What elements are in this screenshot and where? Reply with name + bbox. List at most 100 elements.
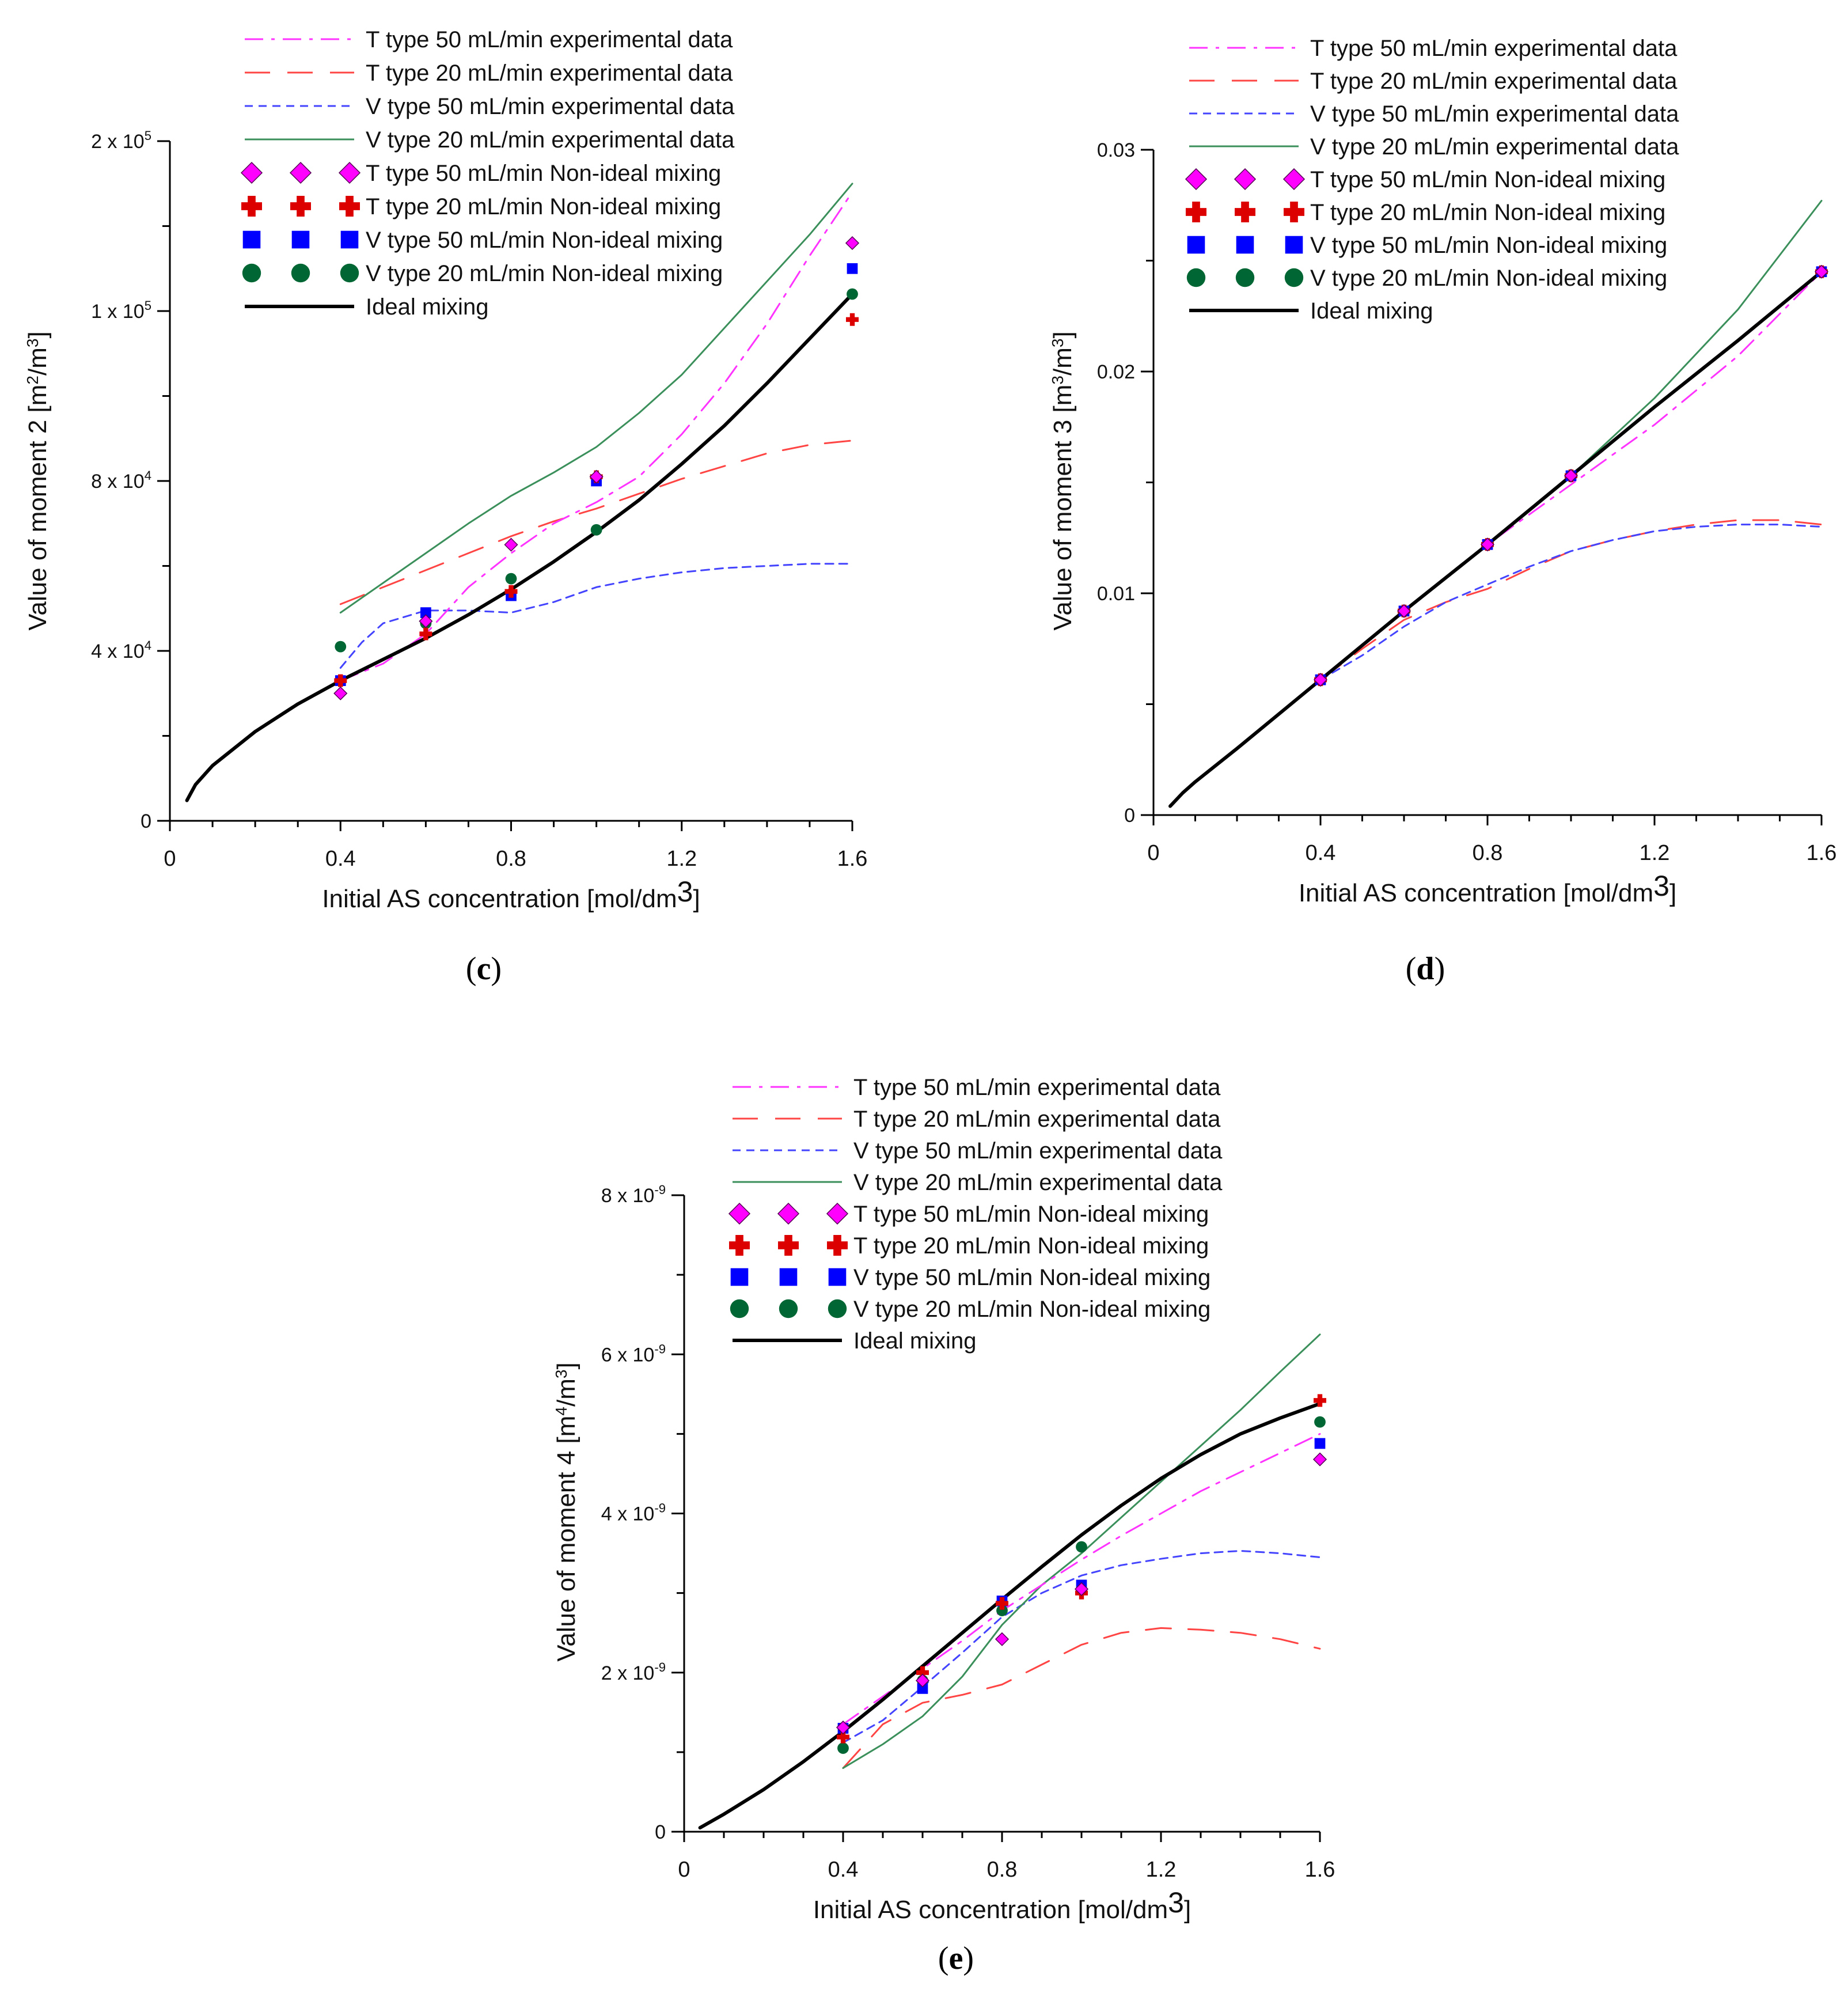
legend-label-t20_exp: T type 20 mL/min experimental data — [1310, 69, 1678, 94]
marker-t50_nim — [836, 1720, 851, 1735]
marker-t50_nim — [1564, 468, 1578, 483]
legend-label-t50_exp: T type 50 mL/min experimental data — [853, 1075, 1221, 1100]
legend-swatch-t50_nim — [826, 1202, 849, 1225]
marker-t50_nim — [1814, 264, 1829, 279]
legend-label-t20_nim: T type 20 mL/min Non-ideal mixing — [853, 1233, 1209, 1259]
legend-c: T type 50 mL/min experimental data T type… — [240, 27, 735, 320]
y-tick-label: 0.03 — [1097, 139, 1135, 161]
legend-label-v50_nim: V type 50 mL/min Non-ideal mixing — [1310, 233, 1667, 258]
marker-t50_nim — [1313, 673, 1328, 687]
legend-label-v20_exp: V type 20 mL/min experimental data — [366, 127, 735, 153]
x-axis-title: Initial AS concentration [mol/dm3] — [322, 876, 700, 913]
marker-t20_nim — [846, 313, 859, 326]
y-tick-label: 2 x 105 — [91, 128, 151, 153]
legend-label-v20_nim: V type 20 mL/min Non-ideal mixing — [853, 1297, 1211, 1322]
legend-label-t50_nim: T type 50 mL/min Non-ideal mixing — [1310, 167, 1665, 192]
x-tick-label: 0 — [164, 847, 176, 871]
series-line-v50_exp — [1319, 524, 1823, 681]
legend-swatch-t20_nim — [778, 1235, 799, 1256]
marker-v20_nim — [837, 1742, 849, 1754]
legend-label-v20_exp: V type 20 mL/min experimental data — [853, 1170, 1223, 1195]
x-axis-title: Initial AS concentration [mol/dm3] — [813, 1886, 1191, 1924]
marker-v20_nim — [1314, 1416, 1326, 1428]
legend-swatch-v20_nim — [779, 1299, 798, 1318]
legend-label-t50_exp: T type 50 mL/min experimental data — [1310, 36, 1678, 61]
legend-label-ideal: Ideal mixing — [1310, 298, 1433, 324]
marker-v20_nim — [335, 641, 347, 653]
legend-label-v50_nim: V type 50 mL/min Non-ideal mixing — [853, 1265, 1211, 1290]
series-line-v20_exp — [842, 1333, 1321, 1769]
x-tick-label: 1.2 — [666, 847, 697, 871]
panel-label: (d) — [1406, 951, 1445, 987]
series-line-v20_exp — [339, 183, 853, 614]
marker-t50_nim — [504, 537, 518, 552]
marker-t50_nim — [333, 686, 348, 700]
legend-swatch-v20_nim — [340, 263, 359, 283]
y-tick-label: 4 x 104 — [91, 638, 151, 662]
marker-t50_nim — [845, 236, 860, 251]
legend-swatch-v50_nim — [1187, 236, 1205, 254]
legend-swatch-t20_nim — [1186, 202, 1206, 222]
x-tick-label: 0 — [678, 1858, 690, 1882]
x-tick-label: 0.8 — [496, 847, 526, 871]
legend-label-t20_exp: T type 20 mL/min experimental data — [366, 60, 733, 86]
marker-t20_nim — [837, 1730, 849, 1744]
legend-swatch-t20_nim — [729, 1235, 750, 1256]
legend-swatch-t20_nim — [827, 1235, 848, 1256]
legend-swatch-t50_nim — [289, 161, 312, 184]
marker-v20_nim — [996, 1605, 1008, 1616]
legend-swatch-v50_nim — [1236, 236, 1254, 254]
marker-t20_nim — [504, 585, 518, 598]
x-tick-label: 1.2 — [1640, 841, 1670, 865]
marker-t20_nim — [916, 1666, 929, 1679]
series-line-t50_exp — [1319, 271, 1823, 681]
marker-t20_nim — [1314, 1394, 1327, 1407]
marker-t50_nim — [1312, 1452, 1327, 1467]
legend-swatch-v20_nim — [1235, 268, 1255, 287]
legend-swatch-t50_nim — [777, 1202, 800, 1225]
legend-label-t20_nim: T type 20 mL/min Non-ideal mixing — [366, 194, 721, 219]
marker-v20_nim — [505, 573, 517, 585]
x-tick-label: 1.6 — [1807, 841, 1837, 865]
series-line-t50_exp — [842, 1433, 1321, 1725]
marker-v20_nim — [847, 288, 858, 300]
legend-swatch-v50_nim — [242, 230, 261, 249]
x-tick-label: 1.6 — [1305, 1858, 1335, 1882]
legend-label-v20_nim: V type 20 mL/min Non-ideal mixing — [1310, 266, 1667, 291]
legend-label-v50_exp: V type 50 mL/min experimental data — [853, 1138, 1223, 1164]
x-axis-title: Initial AS concentration [mol/dm3] — [1299, 870, 1676, 907]
panel-label: (c) — [466, 951, 502, 987]
legend-swatch-t20_nim — [1284, 202, 1304, 222]
y-axis-title: Value of moment 2 [m2/m3] — [24, 331, 52, 630]
y-tick-label: 2 x 10-9 — [601, 1660, 666, 1684]
marker-t20_nim — [996, 1597, 1008, 1610]
y-tick-label: 4 x 10-9 — [601, 1501, 666, 1525]
y-tick-label: 0.02 — [1097, 361, 1135, 383]
y-tick-label: 8 x 10-9 — [601, 1183, 666, 1207]
legend-label-v50_nim: V type 50 mL/min Non-ideal mixing — [366, 228, 723, 253]
y-axis-title: Value of moment 3 [m3/m3] — [1049, 331, 1077, 630]
y-tick-label: 0.01 — [1097, 583, 1135, 605]
legend-swatch-v50_nim — [1285, 236, 1303, 254]
legend-swatch-t50_nim — [338, 161, 361, 184]
marker-v50_nim — [420, 607, 431, 618]
marker-t50_nim — [995, 1632, 1010, 1646]
y-tick-label: 8 x 104 — [91, 468, 151, 492]
marker-t20_nim — [334, 674, 347, 687]
y-tick-label: 0 — [141, 810, 151, 832]
marker-t50_nim — [1480, 537, 1495, 552]
legend-swatch-v20_nim — [1186, 268, 1206, 287]
marker-v50_nim — [917, 1683, 928, 1694]
legend-swatch-v20_nim — [242, 263, 261, 283]
marker-v20_nim — [1076, 1541, 1087, 1553]
legend-d: T type 50 mL/min experimental data T type… — [1185, 36, 1679, 324]
series-line-t20_exp — [339, 439, 853, 605]
x-tick-label: 1.6 — [837, 847, 868, 871]
series-line-t20_exp — [842, 1627, 1321, 1769]
marker-t50_nim — [419, 614, 433, 628]
legend-swatch-v20_nim — [291, 263, 310, 283]
series-line-t20_exp — [1319, 519, 1823, 681]
legend-label-ideal: Ideal mixing — [853, 1328, 976, 1354]
marker-v50_nim — [847, 263, 858, 274]
